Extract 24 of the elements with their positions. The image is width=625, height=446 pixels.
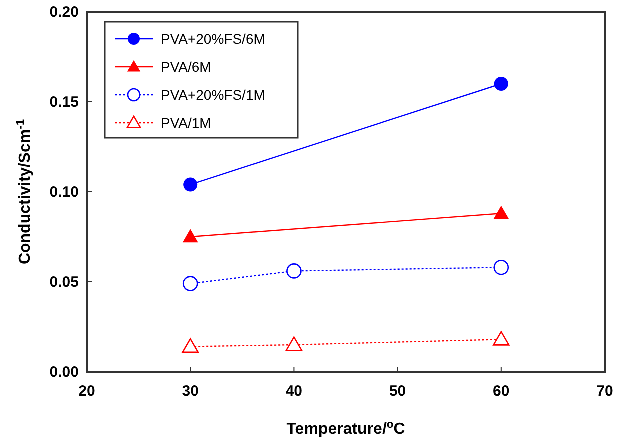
x-tick-label: 30 [182, 383, 199, 400]
point [184, 178, 198, 192]
legend-label: PVA/6M [161, 59, 212, 75]
point [494, 260, 510, 276]
x-tick-label: 40 [286, 383, 303, 400]
point [286, 264, 302, 279]
x-tick-label: 70 [596, 383, 614, 400]
y-tick-label: 0.00 [50, 364, 79, 381]
y-tick-label: 0.15 [50, 94, 79, 111]
point [493, 331, 510, 346]
x-tick-label: 50 [389, 383, 406, 400]
point [494, 77, 508, 91]
x-tick-label: 60 [493, 383, 510, 400]
x-axis-title: Temperature/$^{o}$C [286, 419, 406, 438]
legend-label: PVA+20%FS/6M [161, 31, 266, 47]
legend-label: PVA/1M [161, 115, 212, 131]
point [182, 338, 199, 354]
legend-label: PVA+20%FS/1M [161, 87, 266, 103]
y-tick-label: 0.05 [50, 274, 79, 291]
point [182, 276, 198, 292]
y-tick-label: 0.20 [50, 4, 79, 21]
point [286, 336, 303, 352]
x-tick-label: 20 [78, 383, 96, 400]
y-tick-label: 0.10 [50, 184, 79, 201]
